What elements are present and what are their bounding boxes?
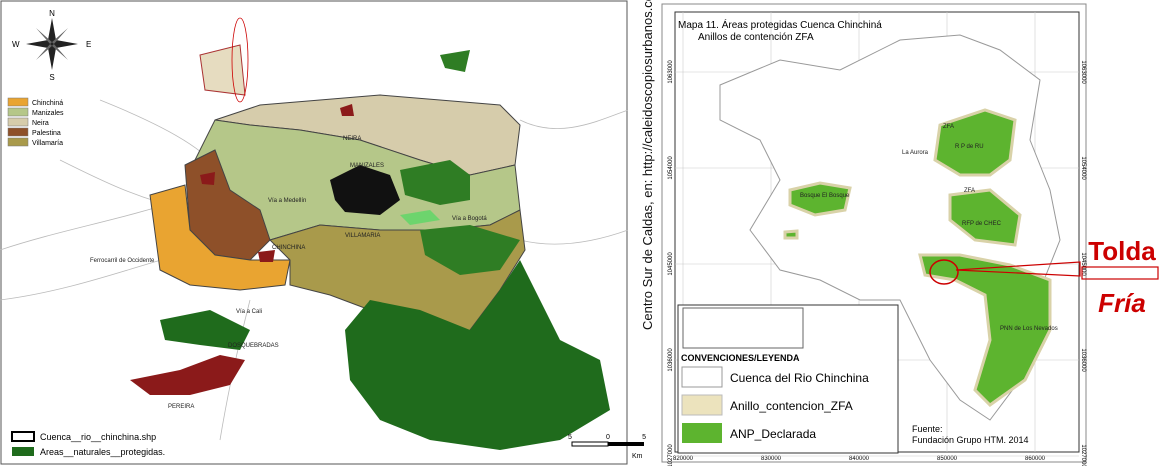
left-map: N E S W Chinchiná Manizales Neira Palestina…	[0, 0, 646, 465]
legend-label: Anillo_contencion_ZFA	[730, 399, 853, 413]
compass-e: E	[86, 40, 91, 49]
coord-label: 820000	[673, 456, 694, 462]
area-label: La Aurora	[902, 150, 929, 156]
protected-areas	[783, 108, 1052, 407]
area-label: ZFA	[964, 188, 975, 194]
coord-label: 1036000	[668, 348, 674, 372]
legend-swatch	[681, 394, 723, 416]
legend-swatch	[7, 107, 29, 117]
coord-label: 1054000	[1080, 156, 1086, 180]
protected-area	[345, 260, 610, 450]
scale-bar: 5 0 5 Km	[568, 434, 646, 460]
coord-label: 1063000	[668, 60, 674, 84]
place-label: Ferrocarril de Occidente	[90, 258, 155, 264]
scale-label: 5	[568, 434, 572, 441]
legend-swatch	[7, 127, 29, 137]
protected-area	[160, 310, 250, 350]
highlight-ellipse	[231, 17, 249, 103]
place-label: MANIZALES	[350, 163, 384, 169]
legend-swatch	[682, 423, 722, 443]
scale-unit: Km	[632, 453, 643, 460]
place-label: Vía a Bogotá	[452, 216, 487, 222]
area-label: ZFA	[943, 124, 954, 130]
protected-area	[420, 225, 520, 275]
legend-swatch	[7, 137, 29, 147]
coord-label: 1054000	[668, 156, 674, 180]
place-label: NEIRA	[343, 136, 361, 142]
coord-label: 830000	[761, 456, 782, 462]
coord-label: 840000	[849, 456, 870, 462]
place-label: VILLAMARIA	[345, 233, 380, 239]
neira-north	[199, 44, 246, 96]
highlight-circle	[929, 259, 959, 285]
coord-label: 1063000	[1080, 60, 1086, 84]
area-label: PNN de Los Nevados	[1000, 326, 1058, 332]
legend-swatch	[681, 366, 723, 388]
coord-label: 1045000	[1080, 252, 1086, 276]
place-label: Vía a Cali	[236, 309, 262, 315]
source: Fundación Grupo HTM. 2014	[912, 435, 1029, 445]
place-label: PEREIRA	[168, 404, 194, 410]
legend-label: Palestina	[32, 130, 61, 137]
map-subtitle: Anillos de contención ZFA	[698, 32, 814, 43]
manizales-urban	[330, 165, 400, 215]
urban-green	[400, 210, 440, 225]
protected-area	[400, 160, 470, 205]
pereira-urban	[130, 355, 245, 395]
logos	[682, 307, 804, 349]
coord-label: 850000	[937, 456, 958, 462]
legend-label: ANP_Declarada	[730, 427, 816, 441]
legend-swatch	[12, 447, 34, 456]
legend-label: Areas__naturales__protegidas.	[40, 447, 165, 457]
chinchina-urban	[258, 250, 275, 262]
caption: Centro Sur de Caldas, en: http://caleido…	[640, 0, 655, 330]
legend-swatch	[7, 117, 29, 127]
source: Fuente:	[912, 424, 943, 434]
place-label: Vía a Medellín	[268, 198, 306, 204]
area-label: RFP de CHEC	[962, 221, 1002, 227]
coord-label: 1027000	[1080, 444, 1086, 466]
scale-label: 5	[642, 434, 646, 441]
place-label: CHINCHINA	[272, 245, 305, 251]
annotation: Tolda Fría	[955, 236, 1159, 318]
legend-title: CONVENCIONES/LEYENDA	[681, 353, 800, 363]
compass-n: N	[49, 9, 55, 18]
legend-label: Villamaría	[32, 140, 63, 147]
area-label: R P de RU	[955, 144, 984, 150]
legend-label: Neira	[32, 120, 49, 127]
coord-label: 860000	[1025, 456, 1046, 462]
scale-label: 0	[606, 434, 610, 441]
legend-label: Manizales	[32, 110, 64, 117]
legend-label: Cuenca__rio__chinchina.shp	[40, 432, 156, 442]
map-title: Mapa 11. Áreas protegidas Cuenca Chinchi…	[678, 18, 882, 31]
place-label: DOSQUEBRADAS	[228, 343, 279, 349]
legend-swatch	[11, 431, 35, 442]
legend-label: Chinchiná	[32, 100, 63, 107]
annotation-text: Fría	[1098, 288, 1146, 318]
area-label: Bosque El Bosque	[800, 193, 850, 199]
legend: Chinchiná Manizales Neira Palestina Villamar…	[7, 97, 64, 147]
coord-label: 1036000	[1080, 348, 1086, 372]
protected-area	[440, 50, 470, 72]
legend-swatch	[7, 97, 29, 107]
compass-w: W	[12, 40, 20, 49]
coord-label: 1045000	[668, 252, 674, 276]
coord-label: 1027000	[668, 444, 674, 466]
annotation-text: Tolda	[1088, 236, 1156, 266]
palestina-urban	[200, 172, 215, 185]
compass-s: S	[49, 73, 54, 82]
legend-label: Cuenca del Rio Chinchina	[730, 371, 869, 385]
neira-urban	[340, 104, 354, 116]
compass: N E S W	[12, 9, 91, 82]
right-map: 820000 830000 840000 850000 860000 1063000 106…	[661, 3, 1087, 468]
